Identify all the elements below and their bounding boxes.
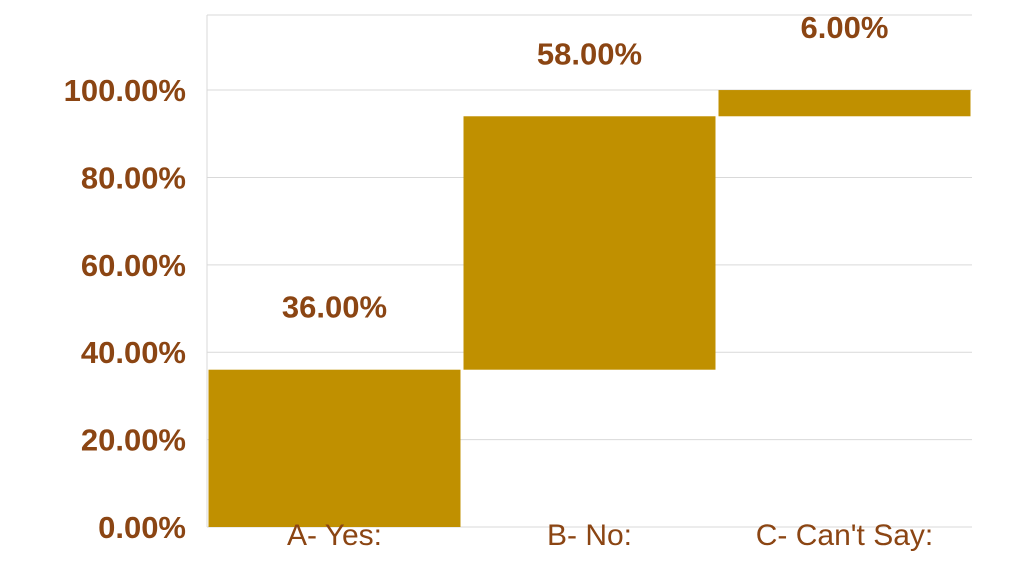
y-tick-label: 80.00%	[81, 160, 186, 195]
bar	[718, 90, 971, 117]
category-labels: A- Yes: B- No: C- Can't Say:	[287, 519, 933, 552]
data-label: 6.00%	[801, 10, 889, 45]
y-tick-label: 100.00%	[64, 73, 186, 108]
bar	[463, 116, 716, 370]
y-tick-label: 40.00%	[81, 335, 186, 370]
data-labels: 36.00% 58.00% 6.00%	[282, 10, 889, 325]
bars	[208, 90, 971, 527]
y-tick-label: 20.00%	[81, 423, 186, 458]
y-tick-label: 60.00%	[81, 248, 186, 283]
data-label: 58.00%	[537, 36, 642, 71]
y-axis-tick-labels: 100.00% 80.00% 60.00% 40.00% 20.00% 0.00%	[64, 73, 186, 545]
category-label: B- No:	[547, 519, 632, 552]
bar	[208, 369, 461, 527]
category-label: C- Can't Say:	[756, 519, 933, 552]
y-tick-label: 0.00%	[98, 510, 186, 545]
category-label: A- Yes:	[287, 519, 382, 552]
data-label: 36.00%	[282, 290, 387, 325]
